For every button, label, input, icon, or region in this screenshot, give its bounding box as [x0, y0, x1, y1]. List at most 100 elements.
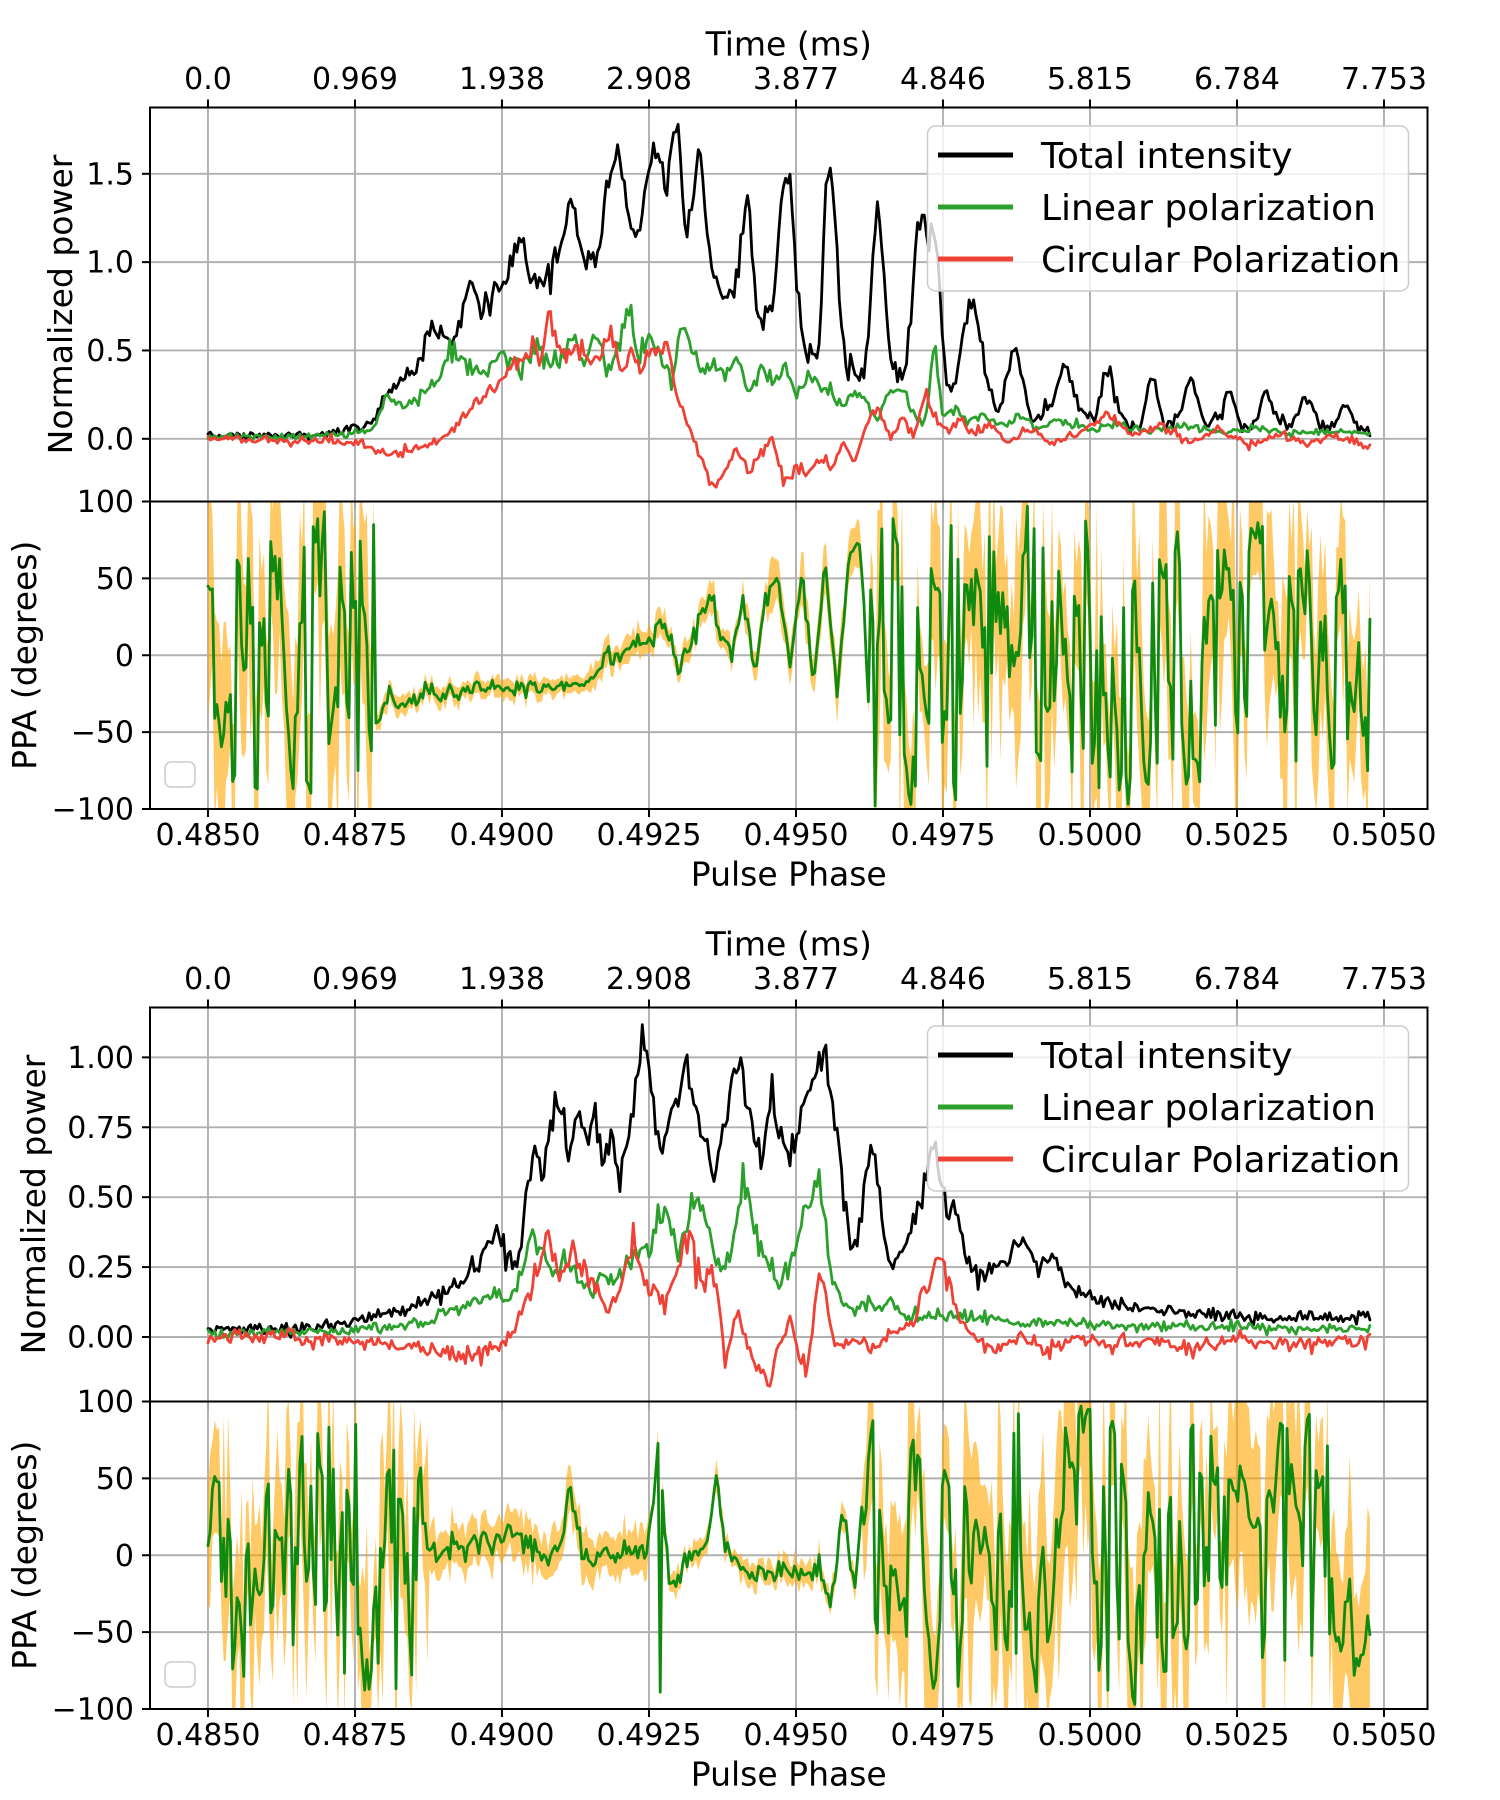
ppa-series-group — [206, 501, 1372, 809]
power-y-tick-label: 0.00 — [67, 1320, 134, 1355]
phase-tick-label: 0.4975 — [890, 1718, 995, 1753]
series-line-linear — [206, 303, 1372, 442]
ppa-tick-labels-2: 100 50 0 −50 −100 — [52, 1385, 134, 1728]
power-tick-labels-1: 0.0 0.5 1.0 1.5 — [86, 157, 134, 457]
time-tick-label: 5.815 — [1047, 962, 1133, 997]
legend-label-total-intensity-2: Total intensity — [1040, 1036, 1293, 1077]
power-series-group — [206, 122, 1372, 489]
legend-label-linear-polarization-2: Linear polarization — [1041, 1088, 1376, 1129]
time-tick-label: 7.753 — [1341, 962, 1427, 997]
phase-tick-label: 0.4900 — [449, 1718, 554, 1753]
phase-tick-labels-1: 0.4850 0.4875 0.4900 0.4925 0.4950 0.4975 0.50… — [155, 818, 1436, 853]
x-axis-title-2: Pulse Phase — [691, 1755, 887, 1794]
phase-tick-label: 0.4925 — [596, 1718, 701, 1753]
legend-2: Total intensity Linear polarization Circ… — [926, 1025, 1410, 1192]
phase-tick-label: 0.5000 — [1037, 1718, 1142, 1753]
power-y-axis-title-1: Normalized power — [41, 154, 80, 454]
legend-label-circular-polarization-2: Circular Polarization — [1041, 1140, 1400, 1181]
ppa-series-group — [206, 1401, 1372, 1709]
time-tick-label: 4.846 — [900, 962, 986, 997]
legend-label-linear-polarization-1: Linear polarization — [1041, 188, 1376, 229]
ppa-empty-legend-box-2 — [164, 1661, 196, 1688]
ppa-y-tick-label: 50 — [96, 1462, 134, 1497]
power-y-tick-label: 0.75 — [67, 1111, 134, 1146]
phase-tick-label: 0.4850 — [155, 1718, 260, 1753]
ppa-y-axis-title-2: PPA (degrees) — [5, 1441, 44, 1670]
series-line-circular — [206, 310, 1372, 489]
ppa-y-tick-label: −100 — [52, 793, 134, 828]
ppa-y-tick-label: −50 — [71, 1616, 134, 1651]
power-series-group — [206, 1023, 1372, 1388]
power-y-tick-label: 0.0 — [86, 422, 134, 457]
time-tick-label: 0.969 — [312, 62, 398, 97]
power-y-tick-label: 1.00 — [67, 1041, 134, 1076]
phase-tick-label: 0.4925 — [596, 818, 701, 853]
power-y-tick-label: 0.25 — [67, 1251, 134, 1286]
phase-tick-label: 0.5025 — [1184, 1718, 1289, 1753]
phase-tick-label: 0.4950 — [743, 818, 848, 853]
phase-tick-label: 0.4950 — [743, 1718, 848, 1753]
time-tick-label: 6.784 — [1194, 962, 1280, 997]
time-tick-label: 0.0 — [184, 62, 232, 97]
time-tick-labels-1: 0.0 0.969 1.938 2.908 3.877 4.846 5.815 6.784 7.… — [184, 62, 1427, 97]
ppa-y-tick-label: 0 — [115, 1539, 134, 1574]
ppa-line — [206, 1404, 1372, 1706]
power-y-tick-label: 0.5 — [86, 334, 134, 369]
ppa-empty-legend-box-1 — [164, 761, 196, 788]
phase-tick-labels-2: 0.4850 0.4875 0.4900 0.4925 0.4950 0.4975 0.50… — [155, 1718, 1436, 1753]
phase-tick-label: 0.5000 — [1037, 818, 1142, 853]
ppa-y-tick-label: 0 — [115, 639, 134, 674]
time-tick-label: 3.877 — [753, 62, 839, 97]
series-line-total — [206, 122, 1372, 442]
x-axis-title-1: Pulse Phase — [691, 855, 887, 894]
time-tick-label: 1.938 — [459, 962, 545, 997]
time-tick-label: 7.753 — [1341, 62, 1427, 97]
power-y-tick-label: 1.0 — [86, 246, 134, 281]
phase-tick-label: 0.4900 — [449, 818, 554, 853]
ppa-y-tick-label: 100 — [77, 1385, 134, 1420]
phase-tick-label: 0.4875 — [302, 1718, 407, 1753]
legend-1: Total intensity Linear polarization Circ… — [926, 125, 1410, 292]
power-y-axis-title-2: Normalized power — [14, 1054, 53, 1354]
phase-tick-label: 0.5050 — [1331, 818, 1436, 853]
phase-tick-label: 0.4850 — [155, 818, 260, 853]
phase-tick-label: 0.4875 — [302, 818, 407, 853]
ppa-tick-labels-1: 100 50 0 −50 −100 — [52, 485, 134, 828]
power-tick-labels-2: 0.00 0.25 0.50 0.75 1.00 — [67, 1041, 134, 1356]
ppa-plot-1 — [142, 500, 1429, 817]
power-y-tick-label: 1.5 — [86, 157, 134, 192]
ppa-y-tick-label: −50 — [71, 716, 134, 751]
legend-box-2 — [926, 1025, 1410, 1192]
legend-box-1 — [926, 125, 1410, 292]
power-y-tick-label: 0.50 — [67, 1181, 134, 1216]
time-axis-title-1: Time (ms) — [705, 25, 872, 64]
ppa-y-tick-label: −100 — [52, 1693, 134, 1728]
time-tick-label: 5.815 — [1047, 62, 1133, 97]
time-tick-label: 4.846 — [900, 62, 986, 97]
time-tick-label: 3.877 — [753, 962, 839, 997]
figure-1: Time (ms) 0.0 0.969 1.938 2.908 3.877 4.846 5.… — [5, 25, 1436, 894]
time-tick-label: 2.908 — [606, 962, 692, 997]
phase-tick-label: 0.4975 — [890, 818, 995, 853]
figure-2: Time (ms) 0.0 0.969 1.938 2.908 3.877 4.846 5.… — [5, 925, 1436, 1794]
time-tick-label: 0.969 — [312, 962, 398, 997]
phase-tick-label: 0.5025 — [1184, 818, 1289, 853]
time-tick-label: 1.938 — [459, 62, 545, 97]
legend-label-total-intensity-1: Total intensity — [1040, 136, 1293, 177]
time-tick-label: 0.0 — [184, 962, 232, 997]
series-line-total — [206, 1023, 1372, 1339]
ppa-y-tick-label: 100 — [77, 485, 134, 520]
series-line-circular — [206, 1221, 1372, 1388]
time-axis-title-2: Time (ms) — [705, 925, 872, 964]
time-tick-label: 6.784 — [1194, 62, 1280, 97]
ppa-y-tick-label: 50 — [96, 562, 134, 597]
phase-tick-label: 0.5050 — [1331, 1718, 1436, 1753]
ppa-line — [206, 504, 1372, 808]
series-line-linear — [206, 1162, 1372, 1340]
legend-label-circular-polarization-1: Circular Polarization — [1041, 240, 1400, 281]
ppa-plot-2 — [142, 1400, 1429, 1717]
time-tick-label: 2.908 — [606, 62, 692, 97]
ppa-y-axis-title-1: PPA (degrees) — [5, 541, 44, 770]
